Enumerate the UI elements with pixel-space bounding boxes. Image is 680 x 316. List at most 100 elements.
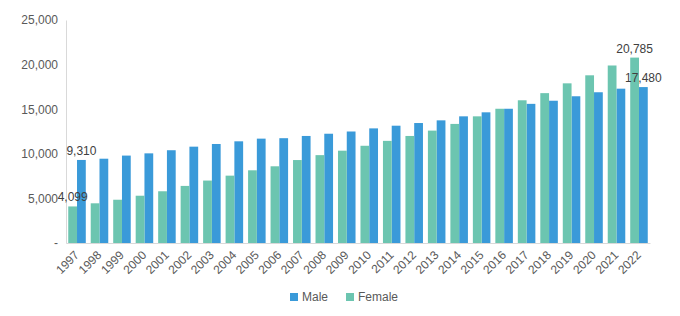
bar <box>630 58 639 243</box>
bar <box>360 146 369 243</box>
bar <box>608 65 617 243</box>
y-axis: - 5,000 10,000 15,000 20,000 25,000 <box>21 13 66 250</box>
x-tick-label: 2018 <box>525 248 554 277</box>
x-tick: 2009 <box>323 248 352 277</box>
bar <box>234 141 243 243</box>
legend: Male Female <box>290 290 398 304</box>
x-tick-label: 2011 <box>368 248 396 276</box>
x-tick-label: 2008 <box>300 248 329 277</box>
x-tick-label: 2009 <box>323 248 352 277</box>
bar <box>540 93 549 243</box>
x-tick: 2008 <box>300 248 329 277</box>
y-axis-line <box>66 21 67 244</box>
bar <box>167 150 176 243</box>
x-tick: 2012 <box>390 248 419 277</box>
x-tick: 2018 <box>525 248 554 277</box>
x-tick-label: 2013 <box>413 248 442 277</box>
bar <box>91 203 100 243</box>
x-tick: 2010 <box>345 248 374 277</box>
x-tick-label: 1997 <box>53 248 82 277</box>
x-tick-label: 2017 <box>503 248 532 277</box>
bar <box>324 134 333 243</box>
x-tick: 2017 <box>503 248 532 277</box>
x-tick-label: 2016 <box>480 248 509 277</box>
x-tick-label: 2012 <box>390 248 419 277</box>
y-tick: - <box>54 236 58 250</box>
x-tick-label: 1999 <box>98 248 127 277</box>
legend-swatch <box>290 293 298 301</box>
x-tick-label: 2021 <box>593 248 622 277</box>
legend-item: Male <box>290 290 328 304</box>
y-tick-label: 20,000 <box>21 58 58 72</box>
bar <box>518 100 527 243</box>
y-tick: 25,000 <box>21 13 58 27</box>
bar <box>459 116 468 243</box>
bar <box>450 124 459 243</box>
y-tick-label: 15,000 <box>21 103 58 117</box>
bar <box>617 89 626 243</box>
x-tick: 2001 <box>143 248 172 277</box>
y-tick: 5,000 <box>28 192 58 206</box>
bar <box>428 131 437 243</box>
x-tick: 2016 <box>480 248 509 277</box>
x-tick: 1999 <box>98 248 127 277</box>
bar <box>392 126 401 243</box>
bar <box>189 147 198 243</box>
x-tick: 2005 <box>233 248 262 277</box>
bar <box>181 186 190 243</box>
legend-item: Female <box>346 290 398 304</box>
x-tick-label: 2022 <box>615 248 644 277</box>
bar <box>594 92 603 243</box>
bar <box>99 159 108 243</box>
x-tick: 2022 <box>615 248 644 277</box>
x-tick-label: 2003 <box>188 248 217 277</box>
x-tick: 2004 <box>210 248 239 277</box>
x-axis: 1997199819992000200120022003200420052006… <box>53 244 650 277</box>
x-tick-label: 2010 <box>345 248 374 277</box>
legend-label: Female <box>358 290 398 304</box>
bar <box>113 200 122 243</box>
data-label: 9,310 <box>66 144 96 158</box>
data-label: 4,099 <box>58 190 88 204</box>
bar <box>437 120 446 243</box>
x-tick: 2007 <box>278 248 307 277</box>
legend-swatch <box>346 293 354 301</box>
x-tick: 2014 <box>435 248 464 277</box>
y-tick-label: 25,000 <box>21 13 58 27</box>
x-tick: 2019 <box>548 248 577 277</box>
bar <box>338 151 347 243</box>
x-tick-label: 2002 <box>166 248 195 277</box>
data-label: 17,480 <box>625 71 662 85</box>
x-tick-label: 2000 <box>121 248 150 277</box>
bar <box>136 196 145 243</box>
bar <box>549 101 558 243</box>
bar <box>257 139 266 243</box>
bar <box>527 104 536 243</box>
y-tick-label: 10,000 <box>21 147 58 161</box>
bar <box>495 109 504 243</box>
x-tick-label: 1998 <box>76 248 105 277</box>
x-tick-label: 2015 <box>458 248 487 277</box>
bar <box>293 160 302 243</box>
bars <box>68 58 648 243</box>
x-tick-label: 2001 <box>143 248 172 277</box>
y-tick: 15,000 <box>21 103 58 117</box>
bar <box>144 153 153 243</box>
x-tick: 2002 <box>166 248 195 277</box>
x-tick: 2011 <box>368 248 396 276</box>
bar <box>504 109 513 243</box>
data-label: 20,785 <box>616 42 653 56</box>
bar <box>572 96 581 243</box>
x-tick-label: 2020 <box>570 248 599 277</box>
bar <box>414 123 423 243</box>
x-tick: 2020 <box>570 248 599 277</box>
bar <box>473 116 482 243</box>
plot: - 5,000 10,000 15,000 20,000 25,000 1997199819… <box>21 13 662 276</box>
bar <box>563 83 572 243</box>
x-tick-label: 2019 <box>548 248 577 277</box>
bar <box>369 128 378 243</box>
x-tick: 1997 <box>53 248 82 277</box>
x-tick: 2006 <box>255 248 284 277</box>
bar <box>383 141 392 243</box>
bar <box>271 166 280 243</box>
